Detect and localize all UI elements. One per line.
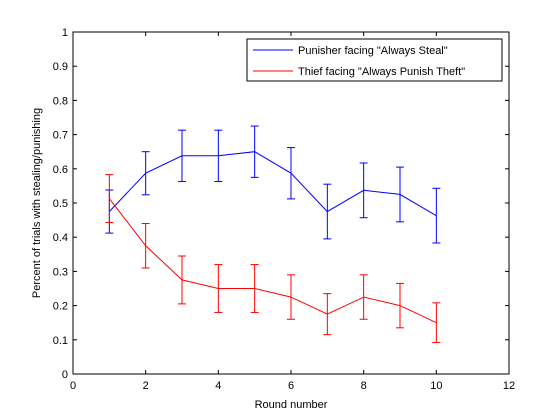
y-tick-label: 0.1 xyxy=(53,335,68,347)
axis-ticks: 0 2 4 6 8 10 12 0 0.1 0.2 0.3 0.4 0.5 0.6 0.7 0.8 0.9 1 xyxy=(53,27,515,392)
y-tick-label: 0.8 xyxy=(53,95,68,107)
plot-area xyxy=(72,31,510,375)
series-line xyxy=(108,198,437,324)
series-0 xyxy=(105,125,441,244)
x-tick-label: 2 xyxy=(143,380,149,392)
series-line xyxy=(108,151,437,217)
y-tick-label: 1 xyxy=(62,27,68,39)
error-bar xyxy=(178,255,186,305)
error-bar xyxy=(432,187,441,244)
x-axis-label: Round number xyxy=(255,399,328,411)
error-bar xyxy=(250,125,259,178)
error-bar xyxy=(178,129,186,182)
x-tick-label: 6 xyxy=(288,380,294,392)
error-bar xyxy=(359,162,368,219)
error-bar xyxy=(214,129,223,182)
y-tick-label: 0.6 xyxy=(53,164,68,176)
error-bar xyxy=(214,264,223,313)
error-bar xyxy=(250,264,259,313)
error-bar xyxy=(323,183,332,240)
y-tick-label: 0.3 xyxy=(53,266,68,278)
series-layer xyxy=(105,125,441,344)
y-tick-label: 0.9 xyxy=(53,61,68,73)
y-tick-label: 0.2 xyxy=(53,301,68,313)
error-bar xyxy=(141,151,150,196)
x-tick-label: 8 xyxy=(361,380,367,392)
error-bar xyxy=(359,274,368,320)
y-axis-label: Percent of trials with stealing/punishin… xyxy=(31,108,43,298)
y-tick-label: 0.4 xyxy=(53,232,68,244)
series-1 xyxy=(105,174,441,344)
error-bar xyxy=(287,274,295,320)
error-bar xyxy=(141,223,150,269)
error-bar xyxy=(432,302,441,344)
y-tick-label: 0 xyxy=(62,369,68,381)
legend: Punisher facing "Always Steal" Thief fac… xyxy=(246,38,503,82)
y-tick-label: 0.5 xyxy=(53,198,68,210)
error-bar xyxy=(396,166,404,223)
legend-label-thief: Thief facing "Always Punish Theft" xyxy=(298,66,465,78)
error-bar xyxy=(287,147,295,200)
error-bar xyxy=(105,174,114,223)
y-tick-label: 0.7 xyxy=(53,130,68,142)
x-tick-label: 4 xyxy=(215,380,221,392)
x-tick-label: 12 xyxy=(503,380,515,392)
error-bar xyxy=(396,282,404,329)
error-bar xyxy=(323,293,332,336)
legend-box xyxy=(246,38,503,82)
x-tick-label: 10 xyxy=(430,380,442,392)
legend-label-punisher: Punisher facing "Always Steal" xyxy=(298,45,448,57)
x-tick-label: 0 xyxy=(70,380,76,392)
